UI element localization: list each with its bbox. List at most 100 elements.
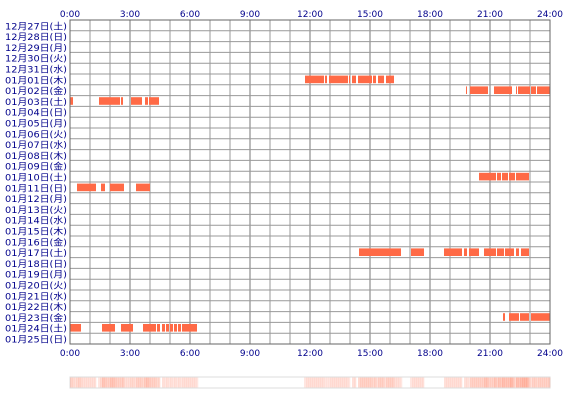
summary-strip-bin xyxy=(532,377,535,388)
summary-strip-bin xyxy=(170,377,173,388)
summary-strip xyxy=(69,376,551,389)
summary-strip-bin xyxy=(382,377,385,388)
summary-strip-bin xyxy=(378,377,381,388)
activity-bar xyxy=(464,248,467,256)
activity-bar xyxy=(166,324,169,332)
x-tick-label-bottom: 18:00 xyxy=(417,349,443,359)
activity-bar xyxy=(521,248,529,256)
row-label: 01月14日(水) xyxy=(5,215,67,227)
summary-strip-bin xyxy=(152,377,155,388)
x-tick-label-bottom: 12:00 xyxy=(297,349,323,359)
summary-strip-bin xyxy=(452,377,455,388)
activity-bar xyxy=(470,86,488,94)
activity-bar xyxy=(479,172,496,181)
summary-strip-bin xyxy=(108,377,111,388)
summary-strip-bin xyxy=(182,377,185,388)
summary-strip-bin xyxy=(468,377,471,388)
summary-strip-bin xyxy=(364,377,367,388)
summary-strip-bin xyxy=(370,377,373,388)
summary-strip-bin xyxy=(188,377,191,388)
x-tick-label-top: 3:00 xyxy=(120,10,140,20)
summary-strip-bin xyxy=(412,377,415,388)
summary-strip-bin xyxy=(488,377,491,388)
activity-bar xyxy=(157,324,160,332)
row-label: 01月17日(土) xyxy=(5,247,67,259)
activity-bar xyxy=(386,75,394,84)
x-tick-labels-bottom: 0:00 3:00 6:00 9:00 12:00 15:00 18:00 21:00 24:0… xyxy=(60,349,563,359)
row-label: 01月18日(日) xyxy=(5,259,67,270)
summary-strip-bin xyxy=(544,377,547,388)
summary-strip-bin xyxy=(116,377,119,388)
activity-bar xyxy=(101,183,105,192)
x-tick-label-bottom: 9:00 xyxy=(240,349,260,359)
row-label: 01月09日(金) xyxy=(5,161,67,173)
grid xyxy=(70,20,550,344)
summary-strip-bin xyxy=(418,377,421,388)
row-labels: 12月27日(土)12月28日(日)12月29日(月)12月30日(火)12月3… xyxy=(5,20,67,345)
row-label: 01月24日(土) xyxy=(5,323,67,335)
summary-strip-bin xyxy=(304,377,307,388)
summary-strip-bin xyxy=(548,377,551,388)
summary-strip-bin xyxy=(422,377,425,388)
activity-bar xyxy=(484,248,496,256)
summary-strip-bin xyxy=(390,377,393,388)
activity-bar xyxy=(531,86,536,94)
activity-bar xyxy=(170,324,173,332)
activity-bar xyxy=(531,313,550,321)
summary-strip-bin xyxy=(334,377,337,388)
activity-bar xyxy=(143,324,156,332)
activity-bar xyxy=(537,86,550,94)
summary-strip-bin xyxy=(144,377,147,388)
row-label: 01月25日(日) xyxy=(5,335,67,346)
activity-bar xyxy=(378,75,384,84)
summary-strip-bin xyxy=(194,377,197,388)
summary-strip-bin xyxy=(540,377,543,388)
activity-bar xyxy=(358,75,372,84)
row-label: 01月08日(木) xyxy=(5,150,67,162)
x-tick-label-top: 15:00 xyxy=(357,10,383,20)
summary-strip-bin xyxy=(476,377,479,388)
activity-bar xyxy=(509,313,519,321)
summary-strip-bin xyxy=(74,377,77,388)
activity-bar xyxy=(373,75,376,84)
summary-strip-bin xyxy=(142,377,145,388)
summary-strip-bin xyxy=(376,377,379,388)
summary-strip-bin xyxy=(528,377,531,388)
summary-strip-bin xyxy=(482,377,485,388)
summary-strip-bin xyxy=(336,377,339,388)
summary-strip-bin xyxy=(90,377,93,388)
activity-bar xyxy=(178,324,181,332)
summary-strip-bin xyxy=(312,377,315,388)
summary-strip-bin xyxy=(508,377,511,388)
activity-bar xyxy=(182,324,197,332)
summary-strip-bin xyxy=(512,377,515,388)
summary-strip-bin xyxy=(396,377,399,388)
summary-strip-bin xyxy=(80,377,83,388)
summary-strip-bin xyxy=(104,377,107,388)
summary-strip-bin xyxy=(156,377,159,388)
summary-strip-bin xyxy=(78,377,81,388)
activity-bar xyxy=(516,172,529,181)
row-label: 01月21日(水) xyxy=(5,290,67,302)
summary-strip-background xyxy=(69,376,551,389)
summary-strip-bin xyxy=(118,377,121,388)
summary-strip-bin xyxy=(98,377,101,388)
row-label: 12月28日(日) xyxy=(5,32,67,43)
summary-strip-bin xyxy=(518,377,521,388)
summary-strip-bin xyxy=(340,377,343,388)
row-label: 01月10日(土) xyxy=(5,172,67,184)
summary-strip-bin xyxy=(164,377,167,388)
summary-strip-bin xyxy=(454,377,457,388)
summary-strip-bin xyxy=(134,377,137,388)
summary-strip-bin xyxy=(178,377,181,388)
summary-strip-bin xyxy=(372,377,375,388)
activity-bar xyxy=(110,183,124,192)
summary-strip-bin xyxy=(504,377,507,388)
x-tick-label-top: 9:00 xyxy=(240,10,260,20)
activity-bar xyxy=(469,248,479,256)
activity-bar xyxy=(466,86,467,94)
summary-strip-bin xyxy=(162,377,165,388)
summary-strip-bin xyxy=(330,377,333,388)
summary-strip-bin xyxy=(530,377,533,388)
